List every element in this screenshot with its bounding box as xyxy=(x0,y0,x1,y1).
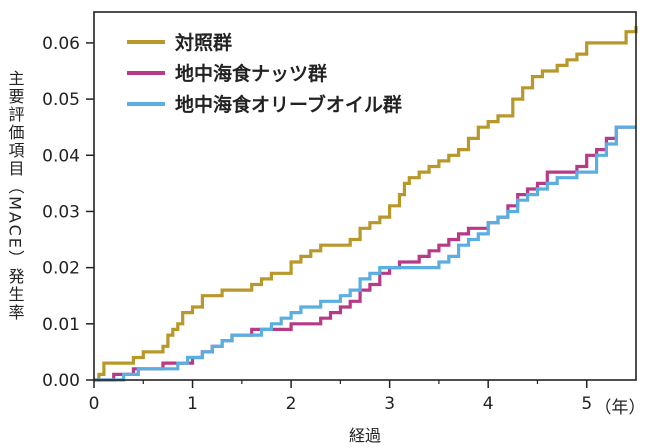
x-tick-label: 0 xyxy=(89,394,100,414)
legend-label: 対照群 xyxy=(174,31,232,54)
y-tick-label: 0.02 xyxy=(42,259,80,279)
x-tick-label: 3 xyxy=(384,394,395,414)
y-tick-label: 0.00 xyxy=(42,371,80,391)
series-line-1 xyxy=(94,26,638,382)
y-axis-title: 主要評価項目（MACE）発生率 xyxy=(6,70,25,322)
y-tick-label: 0.04 xyxy=(42,146,80,166)
x-tick-label: 1 xyxy=(187,394,198,414)
series-line-3 xyxy=(94,125,636,382)
y-tick-label: 0.06 xyxy=(42,34,80,54)
series-layer xyxy=(94,26,638,382)
x-tick-label: 4 xyxy=(483,394,494,414)
axes-layer: 0 1 2 3 4 5 0.00 0.01 0.02 0.03 0.04 0.05 0.06 xyxy=(42,34,592,414)
x-tick-label: 5 xyxy=(581,394,592,414)
x-tick-label: 2 xyxy=(286,394,297,414)
y-tick-label: 0.05 xyxy=(42,90,80,110)
series-line-2 xyxy=(94,125,636,382)
y-tick-label: 0.01 xyxy=(42,315,80,335)
legend-label: 地中海食ナッツ群 xyxy=(175,62,327,85)
x-axis-title: 経過 xyxy=(349,426,381,445)
legend-label: 地中海食オリーブオイル群 xyxy=(175,93,402,116)
y-tick-label: 0.03 xyxy=(42,202,80,222)
x-axis-unit: （年） xyxy=(595,398,646,418)
plot-frame xyxy=(93,11,637,381)
